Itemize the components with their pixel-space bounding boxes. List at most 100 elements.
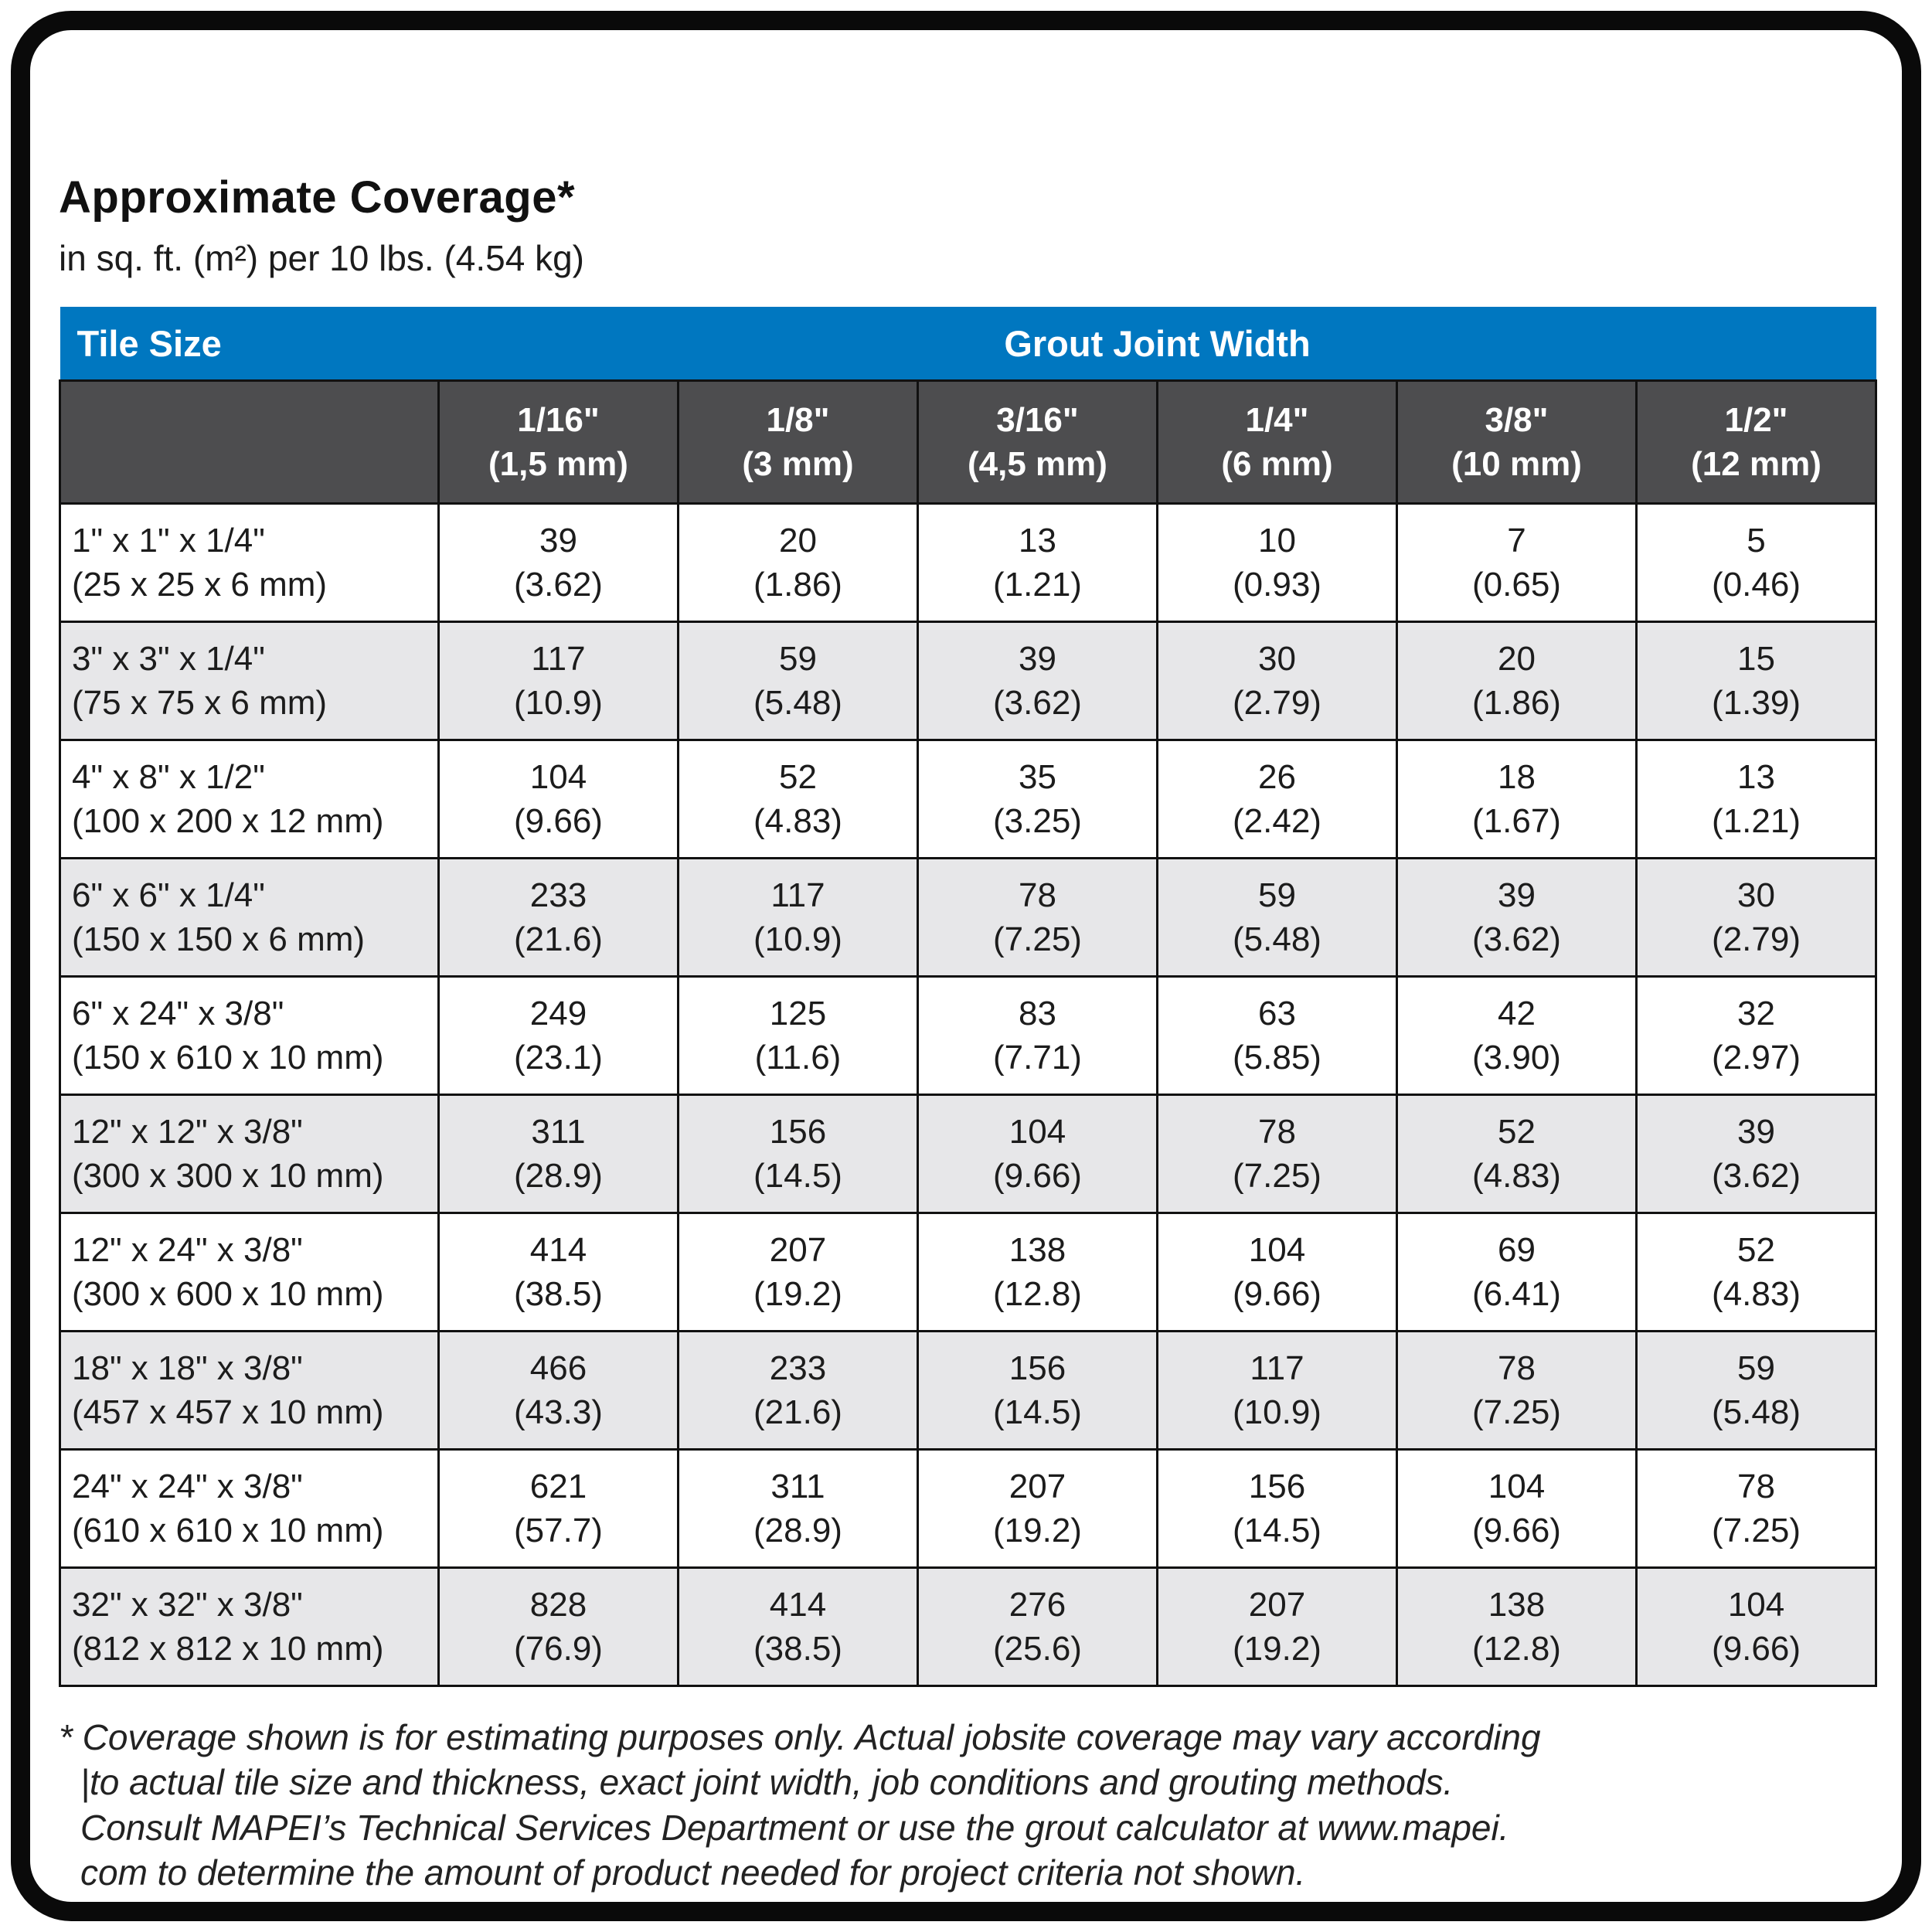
coverage-m2: (5.48) xyxy=(753,684,842,722)
tile-size-cell: 12" x 12" x 3/8" (300 x 300 x 10 mm) xyxy=(59,1094,440,1214)
coverage-cell: 39 (3.62) xyxy=(1396,857,1638,978)
coverage-sqft: 18 xyxy=(1498,757,1536,796)
column-header-1-4: 1/4" (6 mm) xyxy=(1156,379,1398,505)
coverage-sqft: 59 xyxy=(779,639,817,678)
coverage-cell: 35 (3.25) xyxy=(917,739,1158,859)
coverage-cell: 13 (1.21) xyxy=(917,502,1158,623)
coverage-sqft: 104 xyxy=(1727,1585,1785,1624)
coverage-cell: 125 (11.6) xyxy=(677,975,919,1096)
coverage-sqft: 10 xyxy=(1258,521,1296,560)
coverage-cell: 621 (57.7) xyxy=(437,1448,679,1569)
coverage-cell: 83 (7.71) xyxy=(917,975,1158,1096)
tile-size-mm: (75 x 75 x 6 mm) xyxy=(72,684,328,722)
coverage-m2: (0.93) xyxy=(1233,566,1321,604)
coverage-cell: 156 (14.5) xyxy=(677,1094,919,1214)
page-subtitle: in sq. ft. (m²) per 10 lbs. (4.54 kg) xyxy=(59,238,585,278)
coverage-table-body: 1" x 1" x 1/4" (25 x 25 x 6 mm) 39 (3.62) 20… xyxy=(59,502,1878,1687)
coverage-sqft: 15 xyxy=(1737,639,1775,678)
coverage-m2: (10.9) xyxy=(1233,1393,1321,1431)
coverage-cell: 104 (9.66) xyxy=(917,1094,1158,1214)
coverage-cell: 42 (3.90) xyxy=(1396,975,1638,1096)
column-header-3-16: 3/16" (4,5 mm) xyxy=(917,379,1158,505)
coverage-sqft: 138 xyxy=(1488,1585,1546,1624)
coverage-cell: 52 (4.83) xyxy=(1396,1094,1638,1214)
coverage-sqft: 78 xyxy=(1737,1467,1775,1505)
coverage-m2: (3.62) xyxy=(1472,920,1561,958)
coverage-m2: (43.3) xyxy=(514,1393,603,1431)
coverage-sqft: 156 xyxy=(1248,1467,1306,1505)
coverage-cell: 156 (14.5) xyxy=(917,1330,1158,1451)
coverage-m2: (3.62) xyxy=(514,566,603,604)
coverage-m2: (11.6) xyxy=(754,1039,842,1077)
column-width-inches: 1/16" xyxy=(517,400,600,439)
coverage-m2: (4.83) xyxy=(1472,1157,1561,1195)
coverage-sqft: 311 xyxy=(770,1467,825,1505)
coverage-m2: (1.86) xyxy=(1472,684,1561,722)
coverage-cell: 104 (9.66) xyxy=(437,739,679,859)
coverage-sqft: 117 xyxy=(1250,1349,1304,1387)
coverage-m2: (2.79) xyxy=(1712,920,1801,958)
column-width-inches: 1/4" xyxy=(1245,400,1309,439)
column-header-1-16: 1/16" (1,5 mm) xyxy=(437,379,679,505)
coverage-m2: (3.90) xyxy=(1472,1039,1561,1077)
coverage-m2: (7.25) xyxy=(1472,1393,1561,1431)
coverage-m2: (38.5) xyxy=(753,1630,842,1668)
tile-size-cell: 12" x 24" x 3/8" (300 x 600 x 10 mm) xyxy=(59,1212,440,1332)
coverage-sqft: 39 xyxy=(1019,639,1056,678)
table-subheader-row: 1/16" (1,5 mm) 1/8" (3 mm) 3/16" (4,5 mm… xyxy=(59,379,1878,505)
tile-size-mm: (300 x 300 x 10 mm) xyxy=(72,1157,384,1195)
coverage-sqft: 30 xyxy=(1258,639,1296,678)
coverage-m2: (14.5) xyxy=(753,1157,842,1195)
coverage-m2: (14.5) xyxy=(1233,1512,1321,1549)
tile-size-inches: 12" x 24" x 3/8" xyxy=(72,1230,303,1269)
tile-size-inches: 4" x 8" x 1/2" xyxy=(72,757,265,796)
coverage-m2: (38.5) xyxy=(514,1275,603,1313)
coverage-cell: 138 (12.8) xyxy=(917,1212,1158,1332)
coverage-m2: (4.83) xyxy=(753,802,842,840)
tile-size-inches: 32" x 32" x 3/8" xyxy=(72,1585,303,1624)
page-title: Approximate Coverage* xyxy=(59,172,576,223)
tile-size-inches: 6" x 24" x 3/8" xyxy=(72,994,284,1032)
coverage-cell: 828 (76.9) xyxy=(437,1566,679,1687)
coverage-sqft: 13 xyxy=(1737,757,1775,796)
footnote-line: |to actual tile size and thickness, exac… xyxy=(80,1762,1454,1803)
coverage-sqft: 20 xyxy=(779,521,817,560)
coverage-cell: 52 (4.83) xyxy=(1634,1212,1878,1332)
tile-size-cell: 1" x 1" x 1/4" (25 x 25 x 6 mm) xyxy=(59,502,440,623)
coverage-cell: 117 (10.9) xyxy=(437,621,679,741)
coverage-cell: 52 (4.83) xyxy=(677,739,919,859)
coverage-sqft: 104 xyxy=(529,757,587,796)
footnote-line: * Coverage shown is for estimating purpo… xyxy=(59,1717,1541,1757)
column-header-1-2: 1/2" (12 mm) xyxy=(1634,379,1878,505)
coverage-m2: (12.8) xyxy=(993,1275,1082,1313)
coverage-sqft: 138 xyxy=(1009,1230,1066,1269)
tile-size-cell: 6" x 6" x 1/4" (150 x 150 x 6 mm) xyxy=(59,857,440,978)
coverage-m2: (21.6) xyxy=(514,920,603,958)
coverage-m2: (28.9) xyxy=(753,1512,842,1549)
footnote-line: Consult MAPEI’s Technical Services Depar… xyxy=(80,1807,1509,1848)
tile-size-mm: (457 x 457 x 10 mm) xyxy=(72,1393,384,1431)
coverage-sqft: 20 xyxy=(1498,639,1536,678)
coverage-sqft: 63 xyxy=(1258,994,1296,1032)
tile-size-inches: 24" x 24" x 3/8" xyxy=(72,1467,303,1505)
coverage-sqft: 13 xyxy=(1019,521,1056,560)
tile-size-mm: (25 x 25 x 6 mm) xyxy=(72,566,328,604)
coverage-sqft: 207 xyxy=(1248,1585,1306,1624)
coverage-m2: (1.39) xyxy=(1712,684,1801,722)
coverage-m2: (19.2) xyxy=(993,1512,1082,1549)
coverage-cell: 78 (7.25) xyxy=(1396,1330,1638,1451)
coverage-sqft: 233 xyxy=(769,1349,827,1387)
coverage-sqft: 125 xyxy=(769,994,827,1032)
table-row: 3" x 3" x 1/4" (75 x 75 x 6 mm) 117 (10.9) 5… xyxy=(59,621,1878,741)
coverage-cell: 5 (0.46) xyxy=(1634,502,1878,623)
coverage-table-head: Tile Size Grout Joint Width 1/16" (1,5 m… xyxy=(59,307,1878,505)
column-header-1-8: 1/8" (3 mm) xyxy=(677,379,919,505)
tile-size-inches: 18" x 18" x 3/8" xyxy=(72,1349,303,1387)
table-row: 24" x 24" x 3/8" (610 x 610 x 10 mm) 621 (5… xyxy=(59,1448,1878,1569)
coverage-m2: (7.25) xyxy=(1233,1157,1321,1195)
coverage-cell: 30 (2.79) xyxy=(1156,621,1398,741)
tile-size-cell: 6" x 24" x 3/8" (150 x 610 x 10 mm) xyxy=(59,975,440,1096)
coverage-cell: 156 (14.5) xyxy=(1156,1448,1398,1569)
coverage-m2: (1.86) xyxy=(753,566,842,604)
coverage-cell: 78 (7.25) xyxy=(917,857,1158,978)
